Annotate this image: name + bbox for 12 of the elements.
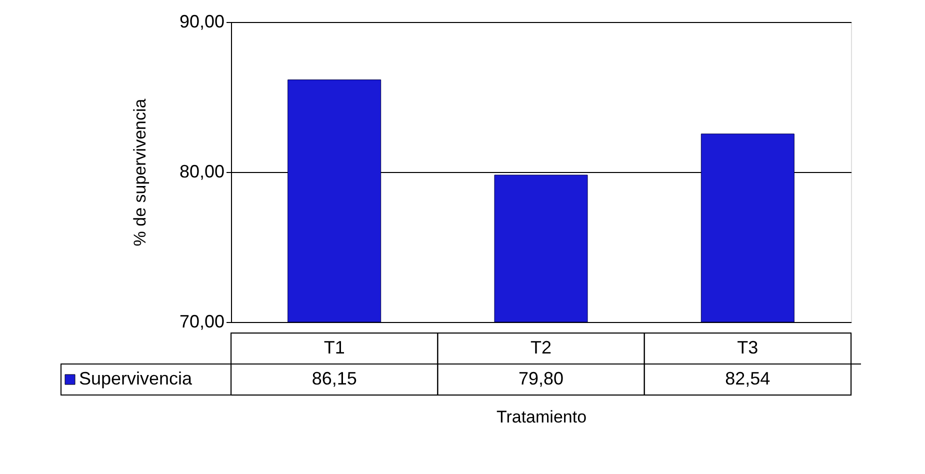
x-tick-label: T2 xyxy=(530,338,552,358)
x-tick-label: T1 xyxy=(324,338,345,358)
legend-label: Supervivencia xyxy=(79,368,194,388)
data-label: 82,54 xyxy=(725,368,770,388)
x-axis-title: Tratamiento xyxy=(496,408,587,426)
y-tick-label: 90,00 xyxy=(179,12,224,32)
x-tick-label: T3 xyxy=(737,338,758,358)
data-label: 79,80 xyxy=(518,368,564,388)
y-tick-label: 70,00 xyxy=(179,312,224,332)
y-axis-title: % de supervivencia xyxy=(130,98,150,246)
data-label: 86,15 xyxy=(312,368,357,388)
y-tick-label: 80,00 xyxy=(179,162,224,182)
